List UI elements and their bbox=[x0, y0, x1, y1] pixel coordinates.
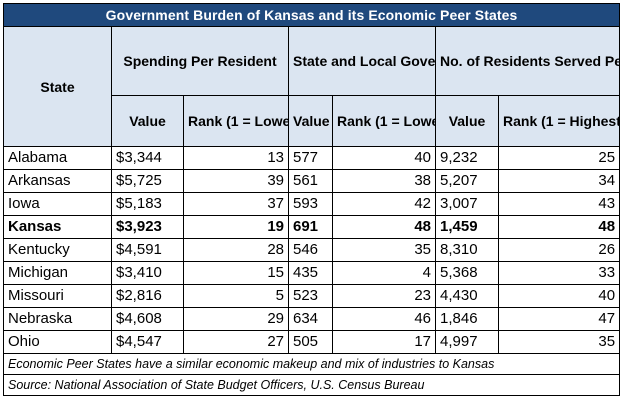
cell-spending-rank: 27 bbox=[183, 330, 289, 354]
cell-spending-value: $5,725 bbox=[111, 169, 184, 193]
header-spending-rank: Rank (1 = Lowest) bbox=[183, 95, 289, 147]
cell-employment-rank: 38 bbox=[332, 169, 436, 193]
cell-served-value: 1,846 bbox=[435, 307, 499, 331]
cell-spending-value: $2,816 bbox=[111, 284, 184, 308]
cell-spending-value: $5,183 bbox=[111, 192, 184, 216]
table-row: Arkansas $5,725 39 561 38 5,207 34 bbox=[3, 169, 621, 193]
header-state: State bbox=[3, 26, 112, 147]
table-row: Missouri $2,816 5 523 23 4,430 40 bbox=[3, 284, 621, 308]
cell-served-value: 5,207 bbox=[435, 169, 499, 193]
table-row: Kentucky $4,591 28 546 35 8,310 26 bbox=[3, 238, 621, 262]
table-row: Kansas $3,923 19 691 48 1,459 48 bbox=[3, 215, 621, 239]
cell-served-rank: 33 bbox=[497, 261, 621, 285]
cell-employment-value: 435 bbox=[288, 261, 333, 285]
cell-employment-value: 505 bbox=[288, 330, 333, 354]
cell-employment-rank: 48 bbox=[332, 215, 436, 239]
cell-employment-rank: 40 bbox=[332, 146, 436, 170]
header-served-value: Value bbox=[435, 95, 499, 147]
cell-served-value: 4,430 bbox=[435, 284, 499, 308]
cell-state: Kentucky bbox=[3, 238, 112, 262]
table-row: Ohio $4,547 27 505 17 4,997 35 bbox=[3, 330, 621, 354]
cell-served-rank: 34 bbox=[497, 169, 621, 193]
cell-spending-rank: 13 bbox=[183, 146, 289, 170]
cell-served-rank: 48 bbox=[497, 215, 621, 239]
cell-served-rank: 25 bbox=[497, 146, 621, 170]
cell-state: Missouri bbox=[3, 284, 112, 308]
cell-served-value: 8,310 bbox=[435, 238, 499, 262]
header-served-rank: Rank (1 = Highest) bbox=[497, 95, 621, 147]
cell-state: Arkansas bbox=[3, 169, 112, 193]
cell-employment-value: 561 bbox=[288, 169, 333, 193]
cell-state: Michigan bbox=[3, 261, 112, 285]
cell-spending-rank: 15 bbox=[183, 261, 289, 285]
cell-spending-value: $3,410 bbox=[111, 261, 184, 285]
header-residents-served: No. of Residents Served Per Government U… bbox=[434, 26, 621, 96]
cell-spending-rank: 29 bbox=[183, 307, 289, 331]
header-spending-value: Value bbox=[111, 95, 184, 147]
cell-spending-value: $4,608 bbox=[111, 307, 184, 331]
cell-spending-value: $4,547 bbox=[111, 330, 184, 354]
cell-employment-value: 634 bbox=[288, 307, 333, 331]
cell-spending-rank: 37 bbox=[183, 192, 289, 216]
table-container: Government Burden of Kansas and its Econ… bbox=[2, 3, 621, 396]
government-burden-table: Government Burden of Kansas and its Econ… bbox=[2, 3, 621, 396]
cell-served-rank: 47 bbox=[497, 307, 621, 331]
cell-state: Ohio bbox=[3, 330, 112, 354]
cell-spending-rank: 28 bbox=[183, 238, 289, 262]
cell-spending-value: $3,344 bbox=[111, 146, 184, 170]
cell-spending-value: $3,923 bbox=[111, 215, 184, 239]
header-employment-value: Value bbox=[288, 95, 333, 147]
cell-served-rank: 35 bbox=[497, 330, 621, 354]
cell-served-value: 9,232 bbox=[435, 146, 499, 170]
cell-employment-rank: 42 bbox=[332, 192, 436, 216]
table-title: Government Burden of Kansas and its Econ… bbox=[2, 3, 621, 27]
cell-served-rank: 40 bbox=[497, 284, 621, 308]
footnote-peer-states: Economic Peer States have a similar econ… bbox=[2, 353, 621, 375]
table-row: Nebraska $4,608 29 634 46 1,846 47 bbox=[3, 307, 621, 331]
cell-served-rank: 26 bbox=[497, 238, 621, 262]
cell-spending-value: $4,591 bbox=[111, 238, 184, 262]
footnote-source: Source: National Association of State Bu… bbox=[2, 374, 621, 396]
cell-spending-rank: 19 bbox=[183, 215, 289, 239]
cell-served-value: 1,459 bbox=[435, 215, 499, 239]
cell-employment-value: 523 bbox=[288, 284, 333, 308]
cell-served-value: 5,368 bbox=[435, 261, 499, 285]
cell-spending-rank: 5 bbox=[183, 284, 289, 308]
cell-state: Alabama bbox=[3, 146, 112, 170]
cell-employment-rank: 46 bbox=[332, 307, 436, 331]
table-body: Alabama $3,344 13 577 40 9,232 25 Arkansas $5,72… bbox=[3, 146, 621, 354]
table-row: Alabama $3,344 13 577 40 9,232 25 bbox=[3, 146, 621, 170]
cell-employment-value: 593 bbox=[288, 192, 333, 216]
cell-served-rank: 43 bbox=[497, 192, 621, 216]
cell-employment-value: 577 bbox=[288, 146, 333, 170]
cell-employment-value: 546 bbox=[288, 238, 333, 262]
table-row: Michigan $3,410 15 435 4 5,368 33 bbox=[3, 261, 621, 285]
cell-employment-rank: 35 bbox=[332, 238, 436, 262]
cell-spending-rank: 39 bbox=[183, 169, 289, 193]
header-spending: Spending Per Resident bbox=[111, 26, 289, 96]
cell-state: Kansas bbox=[3, 215, 112, 239]
cell-employment-rank: 4 bbox=[332, 261, 436, 285]
cell-employment-rank: 23 bbox=[332, 284, 436, 308]
cell-state: Iowa bbox=[3, 192, 112, 216]
header-employment-rank: Rank (1 = Lowest) bbox=[332, 95, 436, 147]
cell-state: Nebraska bbox=[3, 307, 112, 331]
header-employment: State and Local Government Employment bbox=[288, 26, 436, 96]
table-row: Iowa $5,183 37 593 42 3,007 43 bbox=[3, 192, 621, 216]
cell-served-value: 4,997 bbox=[435, 330, 499, 354]
cell-employment-rank: 17 bbox=[332, 330, 436, 354]
cell-employment-value: 691 bbox=[288, 215, 333, 239]
cell-served-value: 3,007 bbox=[435, 192, 499, 216]
